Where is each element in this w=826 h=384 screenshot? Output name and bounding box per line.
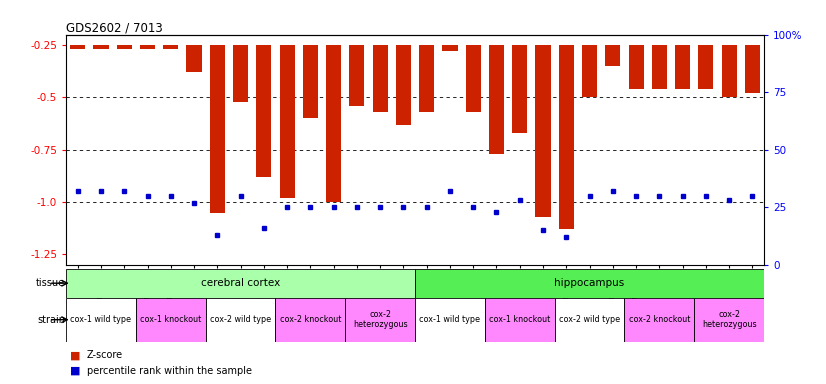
Bar (373, 45, 387, 112)
Bar (624, 298, 695, 342)
Text: tissue: tissue (36, 278, 65, 288)
Text: cox-1 wild type: cox-1 wild type (70, 315, 131, 324)
Bar (66, 269, 415, 298)
Text: Z-score: Z-score (87, 350, 123, 360)
Bar (415, 298, 485, 342)
Text: percentile rank within the sample: percentile rank within the sample (87, 366, 252, 376)
Bar (326, 45, 341, 202)
Text: cox-2 wild type: cox-2 wild type (210, 315, 271, 324)
Text: cox-2
heterozygous: cox-2 heterozygous (702, 310, 757, 329)
Bar (695, 298, 764, 342)
Text: cox-1 knockout: cox-1 knockout (140, 315, 202, 324)
Text: GDS2602 / 7013: GDS2602 / 7013 (66, 22, 163, 35)
Bar (698, 45, 714, 89)
Bar (535, 45, 551, 217)
Bar (443, 45, 458, 51)
Bar (349, 45, 364, 106)
Bar (70, 45, 85, 49)
Bar (555, 298, 624, 342)
Bar (722, 45, 737, 98)
Bar (256, 45, 272, 177)
Bar (415, 269, 764, 298)
Text: cox-2 knockout: cox-2 knockout (629, 315, 690, 324)
Bar (233, 45, 248, 102)
Bar (652, 45, 667, 89)
Text: hippocampus: hippocampus (554, 278, 624, 288)
Text: cox-2
heterozygous: cox-2 heterozygous (353, 310, 407, 329)
Text: cerebral cortex: cerebral cortex (201, 278, 280, 288)
Bar (605, 45, 620, 66)
Bar (206, 298, 276, 342)
Bar (279, 45, 295, 198)
Text: cox-1 wild type: cox-1 wild type (420, 315, 481, 324)
Bar (164, 45, 178, 49)
Bar (187, 45, 202, 72)
Bar (629, 45, 643, 89)
Bar (489, 45, 504, 154)
Bar (675, 45, 691, 89)
Text: ■: ■ (70, 350, 81, 360)
Bar (345, 298, 415, 342)
Bar (582, 45, 597, 98)
Bar (66, 298, 135, 342)
Bar (466, 45, 481, 112)
Bar (303, 45, 318, 118)
Text: strain: strain (37, 314, 65, 325)
Bar (116, 45, 132, 49)
Bar (512, 45, 527, 133)
Bar (396, 45, 411, 125)
Bar (745, 45, 760, 93)
Bar (558, 45, 574, 229)
Bar (419, 45, 434, 112)
Bar (276, 298, 345, 342)
Text: cox-2 knockout: cox-2 knockout (280, 315, 341, 324)
Text: ■: ■ (70, 366, 81, 376)
Bar (485, 298, 555, 342)
Text: cox-1 knockout: cox-1 knockout (489, 315, 550, 324)
Bar (140, 45, 155, 49)
Bar (135, 298, 206, 342)
Bar (93, 45, 108, 49)
Text: cox-2 wild type: cox-2 wild type (559, 315, 620, 324)
Bar (210, 45, 225, 213)
